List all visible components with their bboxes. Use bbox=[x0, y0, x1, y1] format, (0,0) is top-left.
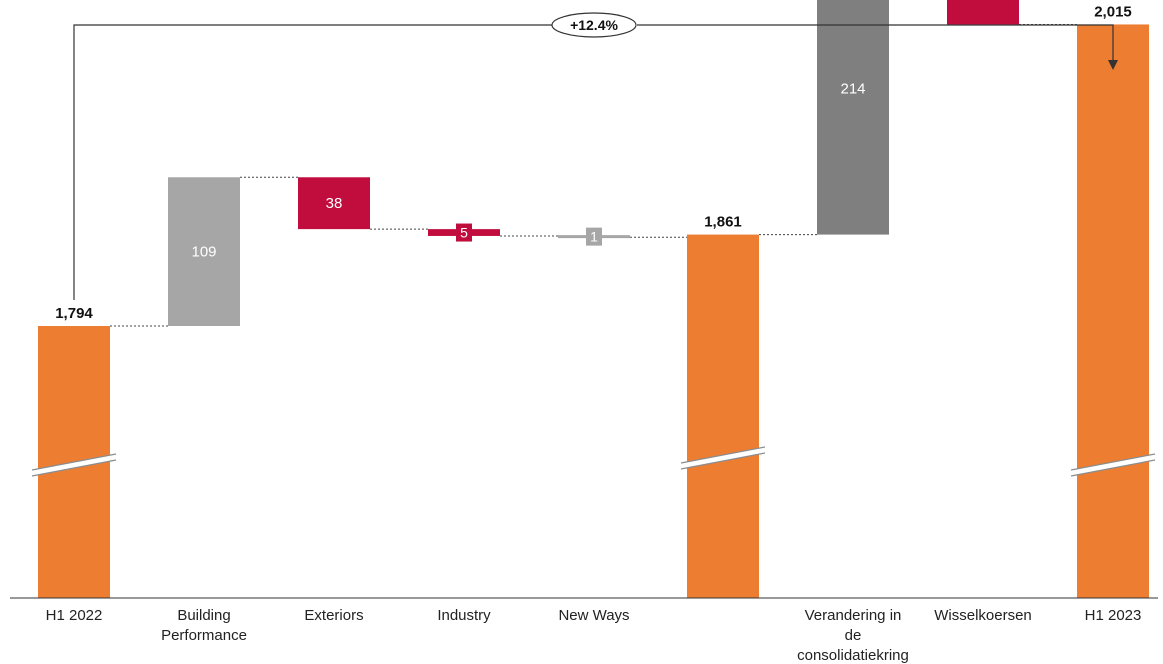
category-label-6: consolidatiekring bbox=[797, 647, 909, 664]
category-label-4: New Ways bbox=[558, 607, 629, 624]
value-label-box-3 bbox=[456, 223, 472, 242]
value-label-0: 1,794 bbox=[55, 305, 93, 322]
category-label-6: Verandering in bbox=[805, 607, 902, 624]
category-label-1: Building bbox=[177, 607, 230, 624]
axis-break-8 bbox=[1070, 453, 1156, 477]
bars-layer bbox=[38, 0, 1149, 598]
bar-5 bbox=[687, 234, 759, 598]
growth-label: +12.4% bbox=[570, 17, 618, 33]
value-label-3: 5 bbox=[460, 225, 468, 241]
category-label-6: de bbox=[845, 627, 862, 644]
category-label-0: H1 2022 bbox=[46, 607, 103, 624]
category-label-1: Performance bbox=[161, 627, 247, 644]
bar-6 bbox=[817, 0, 889, 235]
growth-badge bbox=[551, 12, 637, 38]
value-label-6: 214 bbox=[840, 81, 865, 98]
growth-arrow-line bbox=[73, 24, 1114, 300]
category-label-3: Industry bbox=[437, 607, 491, 624]
bar-1 bbox=[168, 177, 240, 326]
value-label-4: 1 bbox=[590, 229, 598, 245]
bar-8 bbox=[1077, 24, 1149, 598]
growth-arrow-head bbox=[1108, 60, 1118, 70]
connectors-layer bbox=[110, 23, 1077, 327]
value-label-2: 38 bbox=[326, 195, 343, 212]
bar-2 bbox=[298, 177, 370, 230]
value-label-8: 2,015 bbox=[1094, 3, 1132, 20]
growth-annotation: +12.4% bbox=[73, 12, 1118, 300]
axis-break-5 bbox=[680, 446, 766, 470]
category-label-7: Wisselkoersen bbox=[934, 607, 1032, 624]
axis-break-0 bbox=[31, 453, 117, 477]
category-labels-layer: H1 2022 Building Performance Exteriors Indus… bbox=[46, 607, 1142, 664]
category-label-8: H1 2023 bbox=[1085, 607, 1142, 624]
value-label-box-4 bbox=[586, 227, 602, 246]
value-label-1: 109 bbox=[191, 244, 216, 261]
category-label-2: Exteriors bbox=[304, 607, 363, 624]
bar-7 bbox=[947, 0, 1019, 25]
value-label-5: 1,861 bbox=[704, 214, 742, 231]
axis-breaks-layer bbox=[31, 446, 1156, 477]
